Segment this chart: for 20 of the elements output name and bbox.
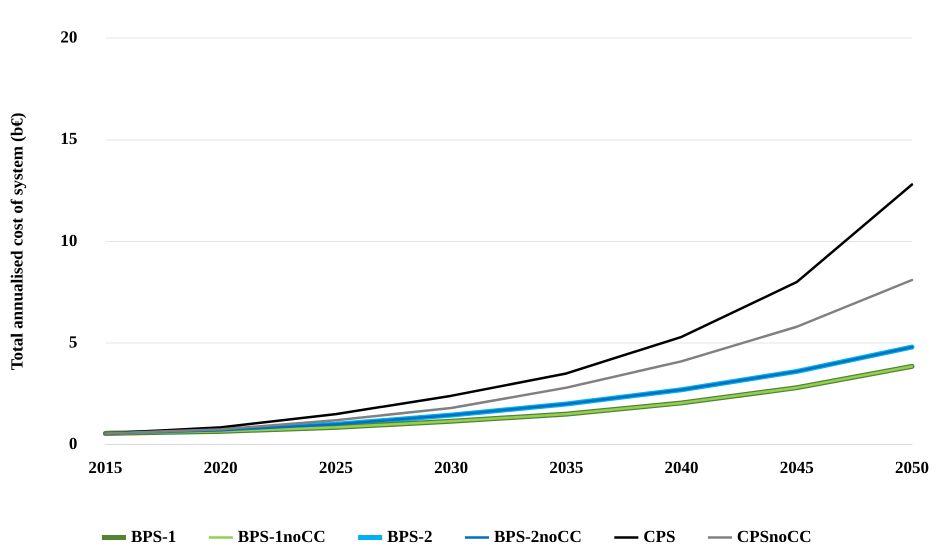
y-tick-label: 20 [60,28,78,47]
x-tick-label: 2040 [664,458,699,478]
x-tick-label: 2035 [549,458,584,478]
y-tick-label: 10 [60,230,78,250]
y-tick-label: 0 [68,434,78,453]
x-tick-label: 2020 [204,458,238,478]
y-tick-label: 15 [60,129,78,148]
x-tick-label: 2050 [895,458,929,478]
legend-label: BPS-1 [130,526,176,546]
x-tick-label: 2025 [318,458,353,478]
x-tick-label: 2030 [434,458,468,478]
x-tick-label: 2045 [780,458,814,478]
legend-label: BPS-2 [387,526,432,546]
y-tick-label: 5 [68,332,78,352]
legend-label: CPSnoCC [736,526,812,546]
x-tick-label: 2015 [88,458,122,478]
legend-label: BPS-1noCC [238,526,326,546]
legend-label: BPS-2noCC [494,526,582,546]
legend-label: CPS [643,526,676,546]
y-axis-title: Total annualised cost of system (b€) [8,112,27,370]
